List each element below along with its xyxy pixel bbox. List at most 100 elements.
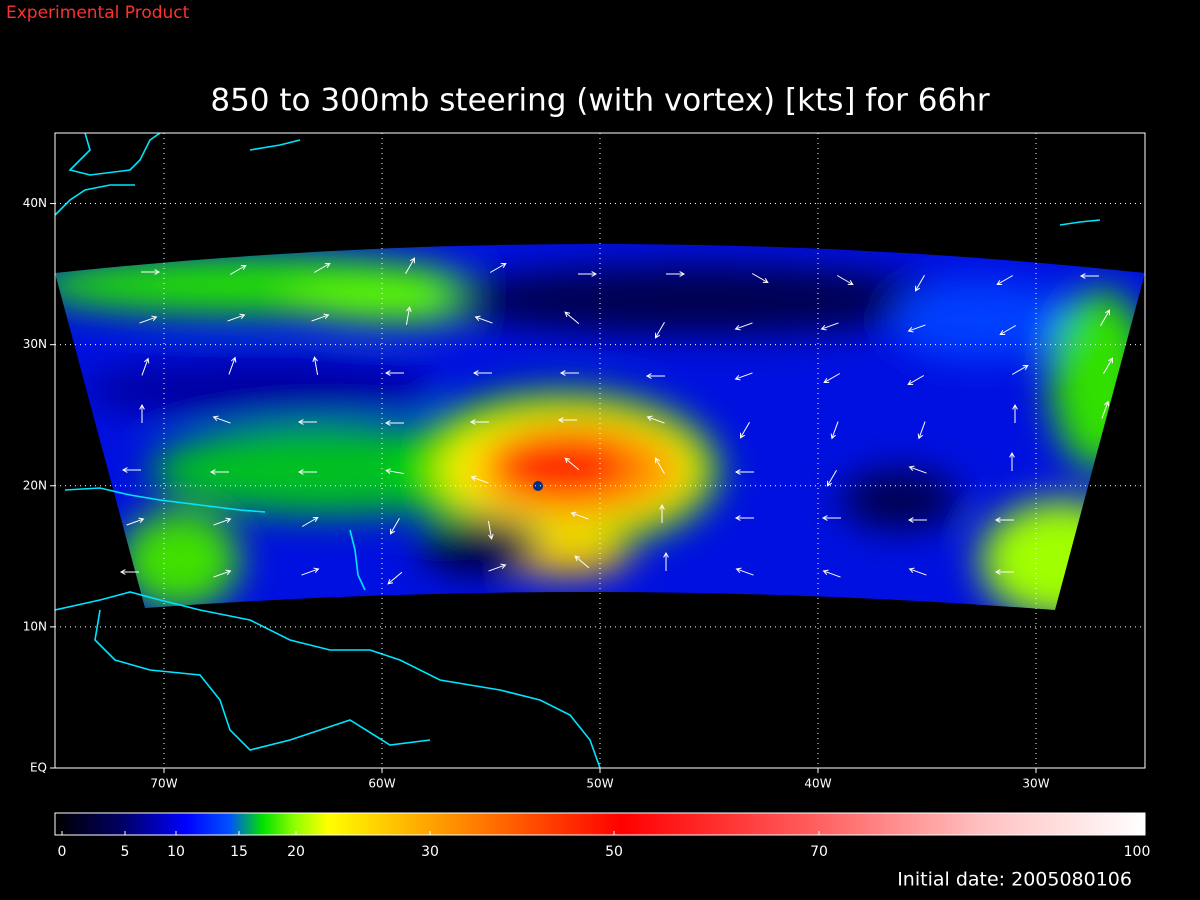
wind-arrow xyxy=(227,313,246,322)
wind-arrow xyxy=(389,517,400,535)
wind-arrow xyxy=(999,325,1017,336)
wind-arrow xyxy=(646,415,665,424)
wind-arrow xyxy=(914,274,925,292)
wind-arrow xyxy=(907,517,927,523)
wind-arrow xyxy=(1011,364,1029,375)
wind-arrow xyxy=(666,271,686,277)
wind-arrow xyxy=(301,516,319,527)
x-tick-label: 50W xyxy=(586,777,613,791)
wind-arrow xyxy=(487,521,494,540)
wind-arrow xyxy=(574,555,590,569)
colorbar-tick-label: 20 xyxy=(287,844,305,860)
wind-arrow xyxy=(313,262,331,273)
wind-arrow xyxy=(994,569,1014,575)
wind-arrow xyxy=(751,273,769,284)
wind-arrow xyxy=(311,313,330,322)
colorbar-tick-label: 30 xyxy=(421,844,439,860)
colorbar-tick-label: 50 xyxy=(605,844,623,860)
colorbar-ticks: 0 5 10 15 20 30 50 70 100 xyxy=(58,831,1151,860)
wind-arrow xyxy=(384,420,404,426)
wind-arrow xyxy=(564,311,580,325)
wind-arrow xyxy=(213,569,232,578)
y-tick-label: EQ xyxy=(30,761,47,775)
wind-arrow xyxy=(297,469,317,475)
wind-arrow xyxy=(734,469,754,475)
wind-arrow xyxy=(557,417,577,423)
colorbar-tick-label: 15 xyxy=(230,844,248,860)
wind-arrow xyxy=(405,257,416,275)
wind-arrow xyxy=(126,517,145,526)
wind-arrow xyxy=(821,515,841,521)
colorbar-tick-label: 10 xyxy=(167,844,185,860)
wind-arrow xyxy=(570,511,589,520)
wind-arrow xyxy=(384,370,404,376)
wind-arrow xyxy=(663,551,669,571)
wind-arrow xyxy=(734,372,753,381)
wind-arrow xyxy=(739,421,750,439)
wind-arrow xyxy=(212,415,231,424)
y-tick-label: 20N xyxy=(23,478,47,492)
wind-arrow xyxy=(1100,309,1111,327)
x-tick-label: 60W xyxy=(368,777,395,791)
wind-arrow xyxy=(654,457,665,475)
wind-arrow xyxy=(917,421,926,440)
wind-arrow xyxy=(469,419,489,425)
wind-arrow xyxy=(734,515,754,521)
wind-arrow xyxy=(387,571,403,585)
x-tick-label: 30W xyxy=(1022,777,1049,791)
wind-arrow xyxy=(820,322,839,331)
wind-arrow xyxy=(836,275,854,286)
colorbar-tick-label: 70 xyxy=(810,844,828,860)
wind-arrow xyxy=(1079,273,1099,279)
footer-label: Initial date: 2005080106 xyxy=(897,869,1132,891)
wind-arrow xyxy=(228,356,237,375)
x-tick-label: 70W xyxy=(150,777,177,791)
wind-arrow xyxy=(474,315,493,324)
wind-arrow xyxy=(830,421,839,440)
wind-arrow xyxy=(907,375,925,386)
wind-arrows xyxy=(119,257,1114,585)
wind-arrow xyxy=(996,275,1014,286)
wind-arrow xyxy=(994,517,1014,523)
y-tick-label: 10N xyxy=(23,619,47,633)
map-area xyxy=(55,133,1145,768)
wind-arrow xyxy=(823,373,841,384)
wind-arrow xyxy=(826,469,837,487)
wind-arrow xyxy=(213,517,232,526)
wind-arrow xyxy=(659,503,665,523)
wind-arrow xyxy=(141,269,161,275)
x-tick-label: 40W xyxy=(804,777,831,791)
wind-arrow xyxy=(908,465,927,474)
wind-arrow xyxy=(301,567,320,576)
wind-arrow xyxy=(1009,451,1015,471)
wind-arrow xyxy=(735,567,754,576)
colorbar-tick-label: 0 xyxy=(58,844,67,860)
wind-arrow xyxy=(472,370,492,376)
wind-arrow xyxy=(229,264,247,275)
wind-arrow xyxy=(645,373,665,379)
colorbar-tick-label: 100 xyxy=(1124,844,1151,860)
wind-arrow xyxy=(121,467,141,473)
wind-arrow xyxy=(312,356,319,375)
y-tick-label: 30N xyxy=(23,337,47,351)
wind-arrow xyxy=(489,262,507,273)
wind-arrow xyxy=(822,569,841,578)
wind-arrow xyxy=(907,324,926,333)
wind-arrow xyxy=(141,357,150,376)
wind-arrow xyxy=(578,271,598,277)
wind-arrow xyxy=(1012,403,1018,423)
wind-arrow xyxy=(119,569,139,575)
wind-arrow xyxy=(908,567,927,576)
wind-arrow xyxy=(1101,400,1110,419)
colorbar-tick-label: 5 xyxy=(121,844,130,860)
map-frame xyxy=(54,132,1146,769)
y-tick-label: 40N xyxy=(23,196,47,210)
colorbar xyxy=(54,812,1146,836)
wind-arrow xyxy=(405,306,412,325)
wind-arrow xyxy=(297,419,317,425)
header-label: Experimental Product xyxy=(6,3,190,23)
axes: 70W 60W 50W 40W 30W EQ 10N 20N 30N 40N xyxy=(23,133,1145,791)
wind-arrow xyxy=(564,457,580,471)
